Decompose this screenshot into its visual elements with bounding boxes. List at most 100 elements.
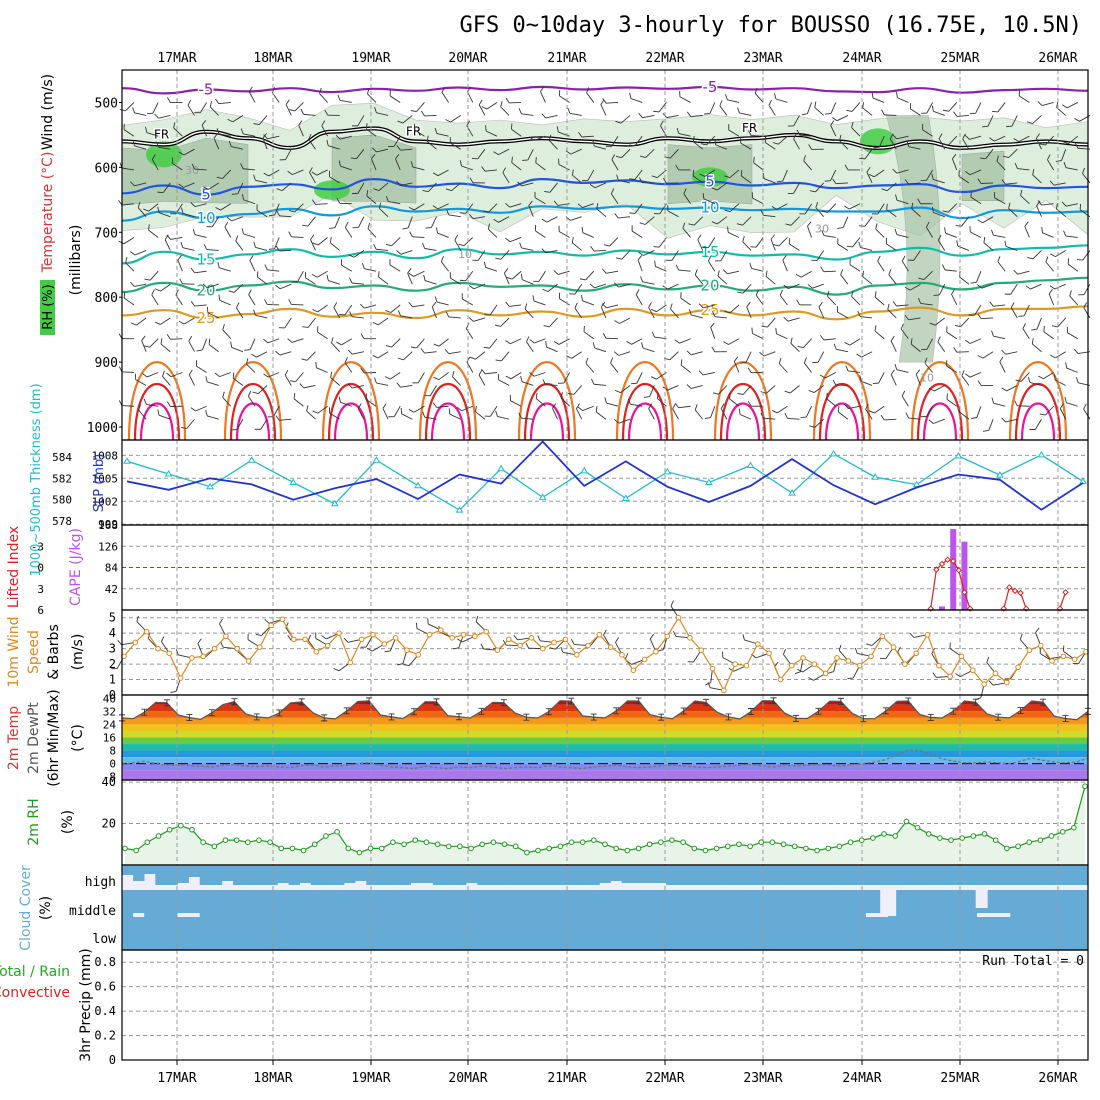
cloud-high-bar xyxy=(332,865,345,885)
wind-barb-feather xyxy=(740,362,747,364)
wind-barb xyxy=(130,181,147,187)
rh2m-point xyxy=(334,829,340,835)
wind-barb-feather xyxy=(494,324,501,327)
wind-barb-feather xyxy=(556,126,559,133)
wind-barb-feather xyxy=(178,151,185,156)
wind-barb-feather xyxy=(986,656,990,663)
wind-barb-shaft xyxy=(960,317,970,328)
wind-barb-shaft xyxy=(535,230,546,238)
wind-barb-feather xyxy=(253,174,256,181)
wind-barb-feather xyxy=(360,646,367,648)
wind-barb-feather xyxy=(553,200,559,206)
cloud-high-bar xyxy=(788,865,800,885)
wind-barb-feather xyxy=(495,359,502,362)
wind-barb-feather xyxy=(287,338,293,343)
wind-barb-feather xyxy=(1014,163,1018,169)
wind-barb-shaft xyxy=(926,169,933,181)
wind-barb-feather xyxy=(420,110,425,117)
wind-barb-shaft xyxy=(317,405,328,414)
wind-barb-feather xyxy=(154,321,161,325)
wind-barb xyxy=(787,182,800,194)
wind-barb-feather xyxy=(653,213,660,215)
wind-barb-feather xyxy=(920,179,927,181)
wind-barb-shaft xyxy=(970,196,982,205)
wind-barb-shaft xyxy=(307,216,316,227)
wind-barb xyxy=(1067,258,1079,272)
wind-barb xyxy=(1008,202,1018,218)
wind-barb-shaft xyxy=(534,338,546,344)
wind-barb-feather xyxy=(309,167,313,173)
wind-barb-shaft xyxy=(1035,138,1042,150)
wind-barb-feather xyxy=(333,668,340,672)
wind-barb-feather xyxy=(385,310,391,313)
wind-barb xyxy=(344,357,353,373)
wind-barb-feather xyxy=(336,198,341,204)
wind-barb-shaft xyxy=(800,270,812,278)
wind-barb-feather xyxy=(815,201,819,208)
cloud-high-bar xyxy=(877,865,889,885)
wind-barb xyxy=(378,271,389,285)
wind-barb-shaft xyxy=(256,209,268,218)
wind-barb-shaft xyxy=(218,133,231,137)
wind-barb-feather xyxy=(785,223,792,226)
wind-barb-feather xyxy=(329,170,330,177)
wind-barb xyxy=(468,317,486,322)
wind-barb xyxy=(991,330,1006,340)
wind-barb-shaft xyxy=(897,97,909,103)
wind-barb-feather xyxy=(324,109,329,116)
wind-barb-shaft xyxy=(862,276,873,285)
wind-speed-point xyxy=(834,655,840,661)
rh2m-point xyxy=(546,845,552,852)
wind-barb-shaft xyxy=(478,374,486,386)
wind-barb-feather xyxy=(543,325,550,328)
wind-barb-feather xyxy=(475,615,479,622)
wind-barb xyxy=(689,309,703,319)
wind-barb-shaft xyxy=(413,405,425,413)
wind-barb-feather xyxy=(312,410,318,414)
wind-barb-shaft xyxy=(804,203,812,215)
wind-barb xyxy=(873,136,885,149)
wind-barb-shaft xyxy=(303,113,316,116)
wind-barb xyxy=(423,274,437,285)
wind-barb-shaft xyxy=(908,317,921,321)
wind-barb-feather xyxy=(349,277,353,284)
wind-barb-shaft xyxy=(851,296,861,306)
wind-barb xyxy=(629,92,643,103)
wind-barb-feather xyxy=(569,293,576,295)
wind-barb xyxy=(388,135,401,147)
wind-barb-shaft xyxy=(182,247,195,251)
wind-barb-feather xyxy=(1022,323,1026,329)
wind-barb xyxy=(553,270,570,275)
wind-barb-feather xyxy=(719,100,723,106)
wind-barb-feather xyxy=(779,289,783,296)
wind-barb-shaft xyxy=(683,193,691,204)
isotherm-40 xyxy=(333,402,369,440)
surface-wind-barb xyxy=(615,637,623,656)
wind-barb xyxy=(931,206,945,218)
rh2m-point xyxy=(1015,843,1021,850)
cloud-high-bar xyxy=(743,865,756,885)
wind-barb-shaft xyxy=(793,138,800,150)
wind-barb-feather xyxy=(764,136,767,143)
wind-tick-label: 0 xyxy=(109,688,116,702)
temp-colour-bands xyxy=(122,700,1088,780)
wind-barb-feather xyxy=(602,332,607,339)
wind-barb xyxy=(543,317,558,328)
wind-barb-feather xyxy=(909,632,915,638)
wind-barb-feather xyxy=(650,308,657,313)
wind-barb-feather xyxy=(1025,285,1031,290)
wind-barb xyxy=(302,317,316,328)
wind-barb-shaft xyxy=(231,146,243,150)
wind-barb-shaft xyxy=(524,308,534,319)
wind-barb xyxy=(432,203,449,210)
wind-speed-point xyxy=(234,645,240,652)
temp-minmax-bar xyxy=(208,709,215,717)
wind-barb-feather xyxy=(1006,125,1012,128)
wind-barb-feather xyxy=(267,416,274,418)
wind-barb xyxy=(771,203,788,210)
wind-barb xyxy=(762,172,776,184)
wind-barb-shaft xyxy=(201,338,208,351)
wind-barb-feather xyxy=(922,123,924,130)
wind-barb-feather xyxy=(232,372,235,379)
wind-barb xyxy=(154,113,171,119)
